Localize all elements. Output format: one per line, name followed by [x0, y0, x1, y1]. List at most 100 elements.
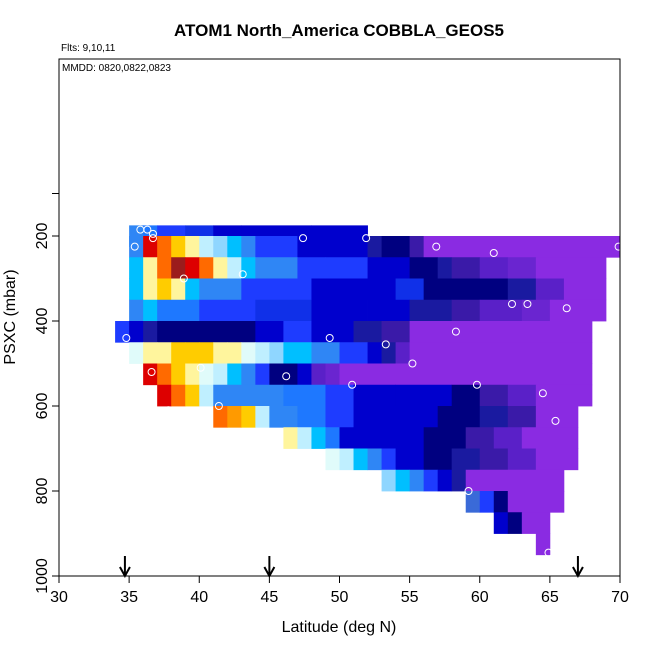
heatmap-cell	[381, 406, 439, 428]
observation-points	[122, 225, 623, 557]
heatmap-cell	[409, 321, 593, 343]
heatmap-cell	[185, 236, 200, 258]
heatmap-cell	[507, 278, 537, 301]
observation-point	[299, 234, 308, 243]
observation-point	[148, 234, 157, 243]
heatmap-cell	[171, 257, 186, 279]
heatmap-cell	[297, 257, 326, 279]
arrow-head	[263, 566, 276, 579]
x-axis-label: Latitude (deg N)	[282, 619, 397, 636]
heatmap-cell	[143, 236, 158, 258]
observation-point	[464, 487, 473, 495]
heatmap-cell	[367, 257, 411, 279]
heatmap-cell	[465, 427, 495, 449]
heatmap-cell	[325, 448, 340, 471]
heatmap-cell	[255, 342, 270, 364]
heatmap-cell	[143, 363, 158, 386]
heatmap-cells	[115, 225, 621, 556]
heatmap-cell	[451, 384, 481, 407]
heatmap-cell	[213, 236, 228, 258]
heatmap-cell	[129, 321, 144, 343]
observation-point	[196, 363, 205, 372]
heatmap-cell	[423, 236, 621, 258]
heatmap-cell	[339, 427, 354, 449]
flight-arrows	[119, 556, 584, 579]
observation-point	[489, 249, 498, 257]
x-tick-label: 30	[50, 589, 68, 606]
heatmap-cell	[255, 321, 284, 343]
heatmap-cell	[339, 342, 368, 364]
heatmap-cell	[241, 406, 256, 428]
heatmap-cell	[381, 469, 396, 492]
heatmap-cell	[353, 321, 382, 343]
observation-point	[381, 340, 390, 349]
heatmap-cell	[507, 491, 565, 513]
heatmap-cell	[381, 448, 396, 471]
heatmap-cell	[353, 406, 382, 428]
observation-point	[538, 389, 547, 398]
x-tick-label: 50	[331, 589, 349, 606]
heatmap-cell	[423, 448, 453, 471]
x-tick-label: 40	[190, 589, 208, 606]
heatmap-cell	[241, 257, 256, 279]
heatmap-cell	[535, 406, 579, 428]
heatmap-cell	[213, 257, 228, 279]
heatmap-cell	[339, 448, 354, 471]
observation-point	[147, 368, 156, 376]
heatmap-cell	[437, 406, 481, 428]
observation-point	[451, 327, 460, 336]
heatmap-cell	[129, 342, 144, 364]
arrow-head	[572, 566, 584, 579]
heatmap-cell	[479, 278, 509, 301]
y-axis-label: PSXC (mbar)	[2, 269, 19, 364]
heatmap-cell	[199, 342, 214, 364]
heatmap-cell	[157, 384, 172, 407]
heatmap-cell	[409, 299, 453, 322]
observation-point	[523, 300, 532, 308]
heatmap-cell	[283, 321, 312, 343]
heatmap-cell	[395, 278, 425, 301]
heatmap-cell	[143, 257, 158, 279]
heatmap-cell	[283, 384, 326, 407]
heatmap-cell	[199, 384, 214, 407]
heatmap-cell	[409, 257, 439, 279]
x-tick-label: 65	[541, 589, 559, 606]
heatmap-cell	[129, 257, 144, 279]
heatmap-cell	[311, 321, 354, 343]
heatmap-cell	[353, 427, 425, 449]
heatmap-cell	[409, 342, 593, 364]
observation-point	[143, 225, 152, 234]
heatmap-cell	[241, 342, 256, 364]
heatmap-cell	[353, 384, 396, 407]
observation-point	[122, 334, 131, 342]
heatmap-cell	[479, 406, 509, 428]
heatmap-cell	[563, 278, 607, 301]
heatmap-cell	[171, 236, 186, 258]
heatmap-cell	[437, 469, 453, 492]
observation-point	[130, 242, 139, 251]
heatmap-cell	[283, 427, 298, 449]
heatmap-cell	[451, 448, 481, 471]
observation-point	[238, 270, 247, 279]
heatmap-cell	[367, 299, 411, 322]
heatmap-cell	[423, 278, 481, 301]
x-tick-label: 70	[611, 589, 629, 606]
heatmap-cell	[535, 278, 565, 301]
heatmap-cell	[185, 278, 200, 301]
heatmap-cell	[255, 299, 312, 322]
observation-point	[348, 380, 357, 389]
heatmap-cell	[395, 342, 411, 364]
heatmap-cell	[269, 406, 298, 428]
heatmap-cell	[255, 406, 270, 428]
observation-point	[562, 304, 571, 313]
heatmap-cell	[451, 257, 481, 279]
heatmap-cell	[241, 363, 256, 386]
dates-annotation: MMDD: 0820,0822,0823	[62, 63, 171, 74]
heatmap-cell	[297, 363, 312, 386]
heatmap-cell	[129, 278, 144, 301]
heatmap-cell	[297, 427, 312, 449]
x-tick-label: 45	[260, 589, 278, 606]
heatmap-cell	[535, 448, 579, 471]
heatmap-cell	[339, 363, 593, 386]
heatmap-cell	[493, 491, 509, 513]
